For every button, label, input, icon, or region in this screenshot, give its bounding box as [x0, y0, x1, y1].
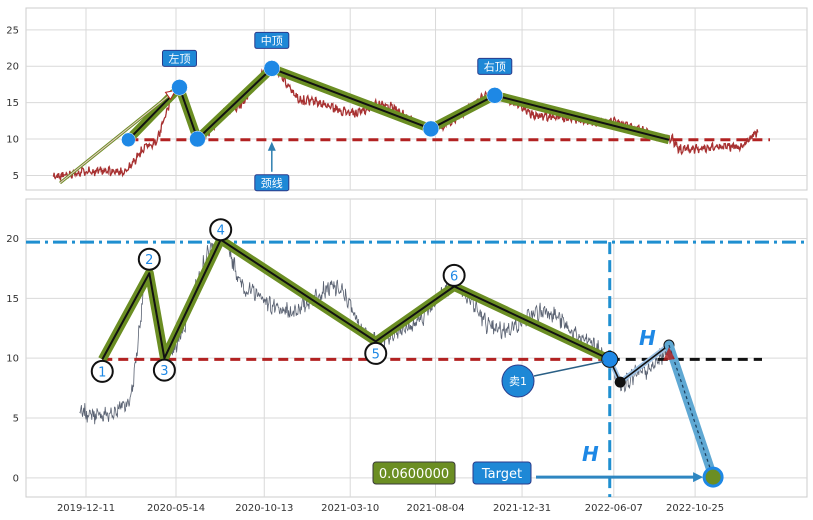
top-panel-ytick-label: 25 [6, 25, 19, 36]
bottom-panel-ytick-label: 5 [13, 414, 19, 425]
bottom-panel-xtick-label: 2021-08-04 [406, 503, 464, 514]
top-panel-ytick-label: 5 [13, 171, 19, 182]
top-panel-ytick-label: 15 [6, 98, 19, 109]
pivot-number: 2 [145, 253, 153, 268]
pivot-marker-1: 1 [90, 359, 114, 383]
top-panel-ytick-label: 20 [6, 62, 19, 73]
projection-start-arrow [662, 347, 675, 362]
target-label-box [472, 461, 532, 485]
sell-label-bubble [501, 364, 535, 398]
head-label-text: 中顶 [261, 34, 283, 47]
pivot-circle [152, 358, 176, 382]
bottom-panel-frame [25, 198, 808, 498]
bottom-panel-xtick-label: 2019-12-11 [57, 503, 115, 514]
head-label: 中顶 [254, 31, 290, 49]
neckline-label-text: 颈线 [261, 176, 283, 190]
pivot-marker-2: 2 [137, 247, 161, 271]
bottom-panel-ytick-label: 20 [6, 234, 19, 245]
bottom-panel-xtick-label: 2021-03-10 [321, 503, 379, 514]
bottom-panel-xtick-label: 2020-05-14 [147, 503, 205, 514]
bottom-panel-xtick-label: 2022-06-07 [585, 503, 643, 514]
bottom-panel-xtick-label: 2022-10-25 [666, 503, 724, 514]
target-label-text: Target [481, 467, 522, 482]
top-pivot-dot [121, 132, 136, 148]
left-shoulder-label: 左顶 [161, 49, 197, 67]
pivot-number: 1 [98, 365, 106, 380]
top-panel-frame [25, 7, 808, 191]
sell-label-connector [533, 360, 604, 377]
bottom-panel-xtick-label: 2020-10-13 [235, 503, 293, 514]
right-shoulder-label: 右顶 [477, 57, 513, 75]
pivot-marker-6: 6 [442, 263, 466, 287]
neckline-label-box [254, 174, 290, 192]
pivot-circle [364, 341, 388, 365]
bottom-panel-xtick-label: 2021-12-31 [493, 503, 551, 514]
target-point-dot [702, 466, 724, 488]
target-value-text: 0.0600000 [379, 467, 449, 482]
pivot-number: 6 [450, 269, 458, 284]
bottom-panel-ytick-label: 10 [6, 354, 19, 365]
target-arrow-head [693, 472, 704, 483]
pivot-number: 4 [217, 224, 225, 239]
pivot-circle [442, 263, 466, 287]
target-value-badge: 0.0600000 [372, 461, 456, 485]
pivot-circle [209, 218, 233, 242]
top-panel-ytick-label: 10 [6, 135, 19, 146]
neckline-label: 颈线 [254, 174, 290, 192]
top-trend-arrow-core [59, 89, 176, 184]
height-label-lower: H [582, 442, 599, 466]
right-shoulder-label-box [477, 57, 513, 75]
top-pivot-dot [422, 120, 440, 138]
pivot-circle [90, 359, 114, 383]
target-label: Target [472, 461, 532, 485]
pivot-marker-3: 3 [152, 358, 176, 382]
left-shoulder-label-box [161, 49, 197, 67]
top-pivot-dot [171, 79, 188, 96]
top-trend-arrow-head [164, 89, 177, 101]
height-label-upper: H [639, 326, 656, 350]
top-pivot-dot [189, 130, 206, 148]
pivot-number: 5 [372, 347, 380, 362]
projection-line [668, 344, 714, 478]
pivot-marker-4: 4 [209, 218, 233, 242]
bottom-panel-ytick-label: 0 [13, 473, 19, 484]
pivot-circle [137, 247, 161, 271]
top-pivot-dot [263, 60, 281, 77]
breakdown-low-dot [614, 376, 626, 388]
top-pivot-dot [486, 87, 504, 104]
bottom-panel-ytick-label: 15 [6, 294, 19, 305]
pivot-marker-5: 5 [364, 341, 388, 365]
head-label-box [254, 31, 290, 49]
target-value-box [372, 461, 456, 485]
right-shoulder-label-text: 右顶 [484, 59, 506, 73]
sell-point-dot [601, 350, 619, 368]
pivot-number: 3 [160, 364, 168, 379]
left-shoulder-label-text: 左顶 [168, 52, 190, 65]
sell-label-text: 卖1 [509, 375, 527, 388]
neckline-pointer-head [267, 141, 276, 151]
